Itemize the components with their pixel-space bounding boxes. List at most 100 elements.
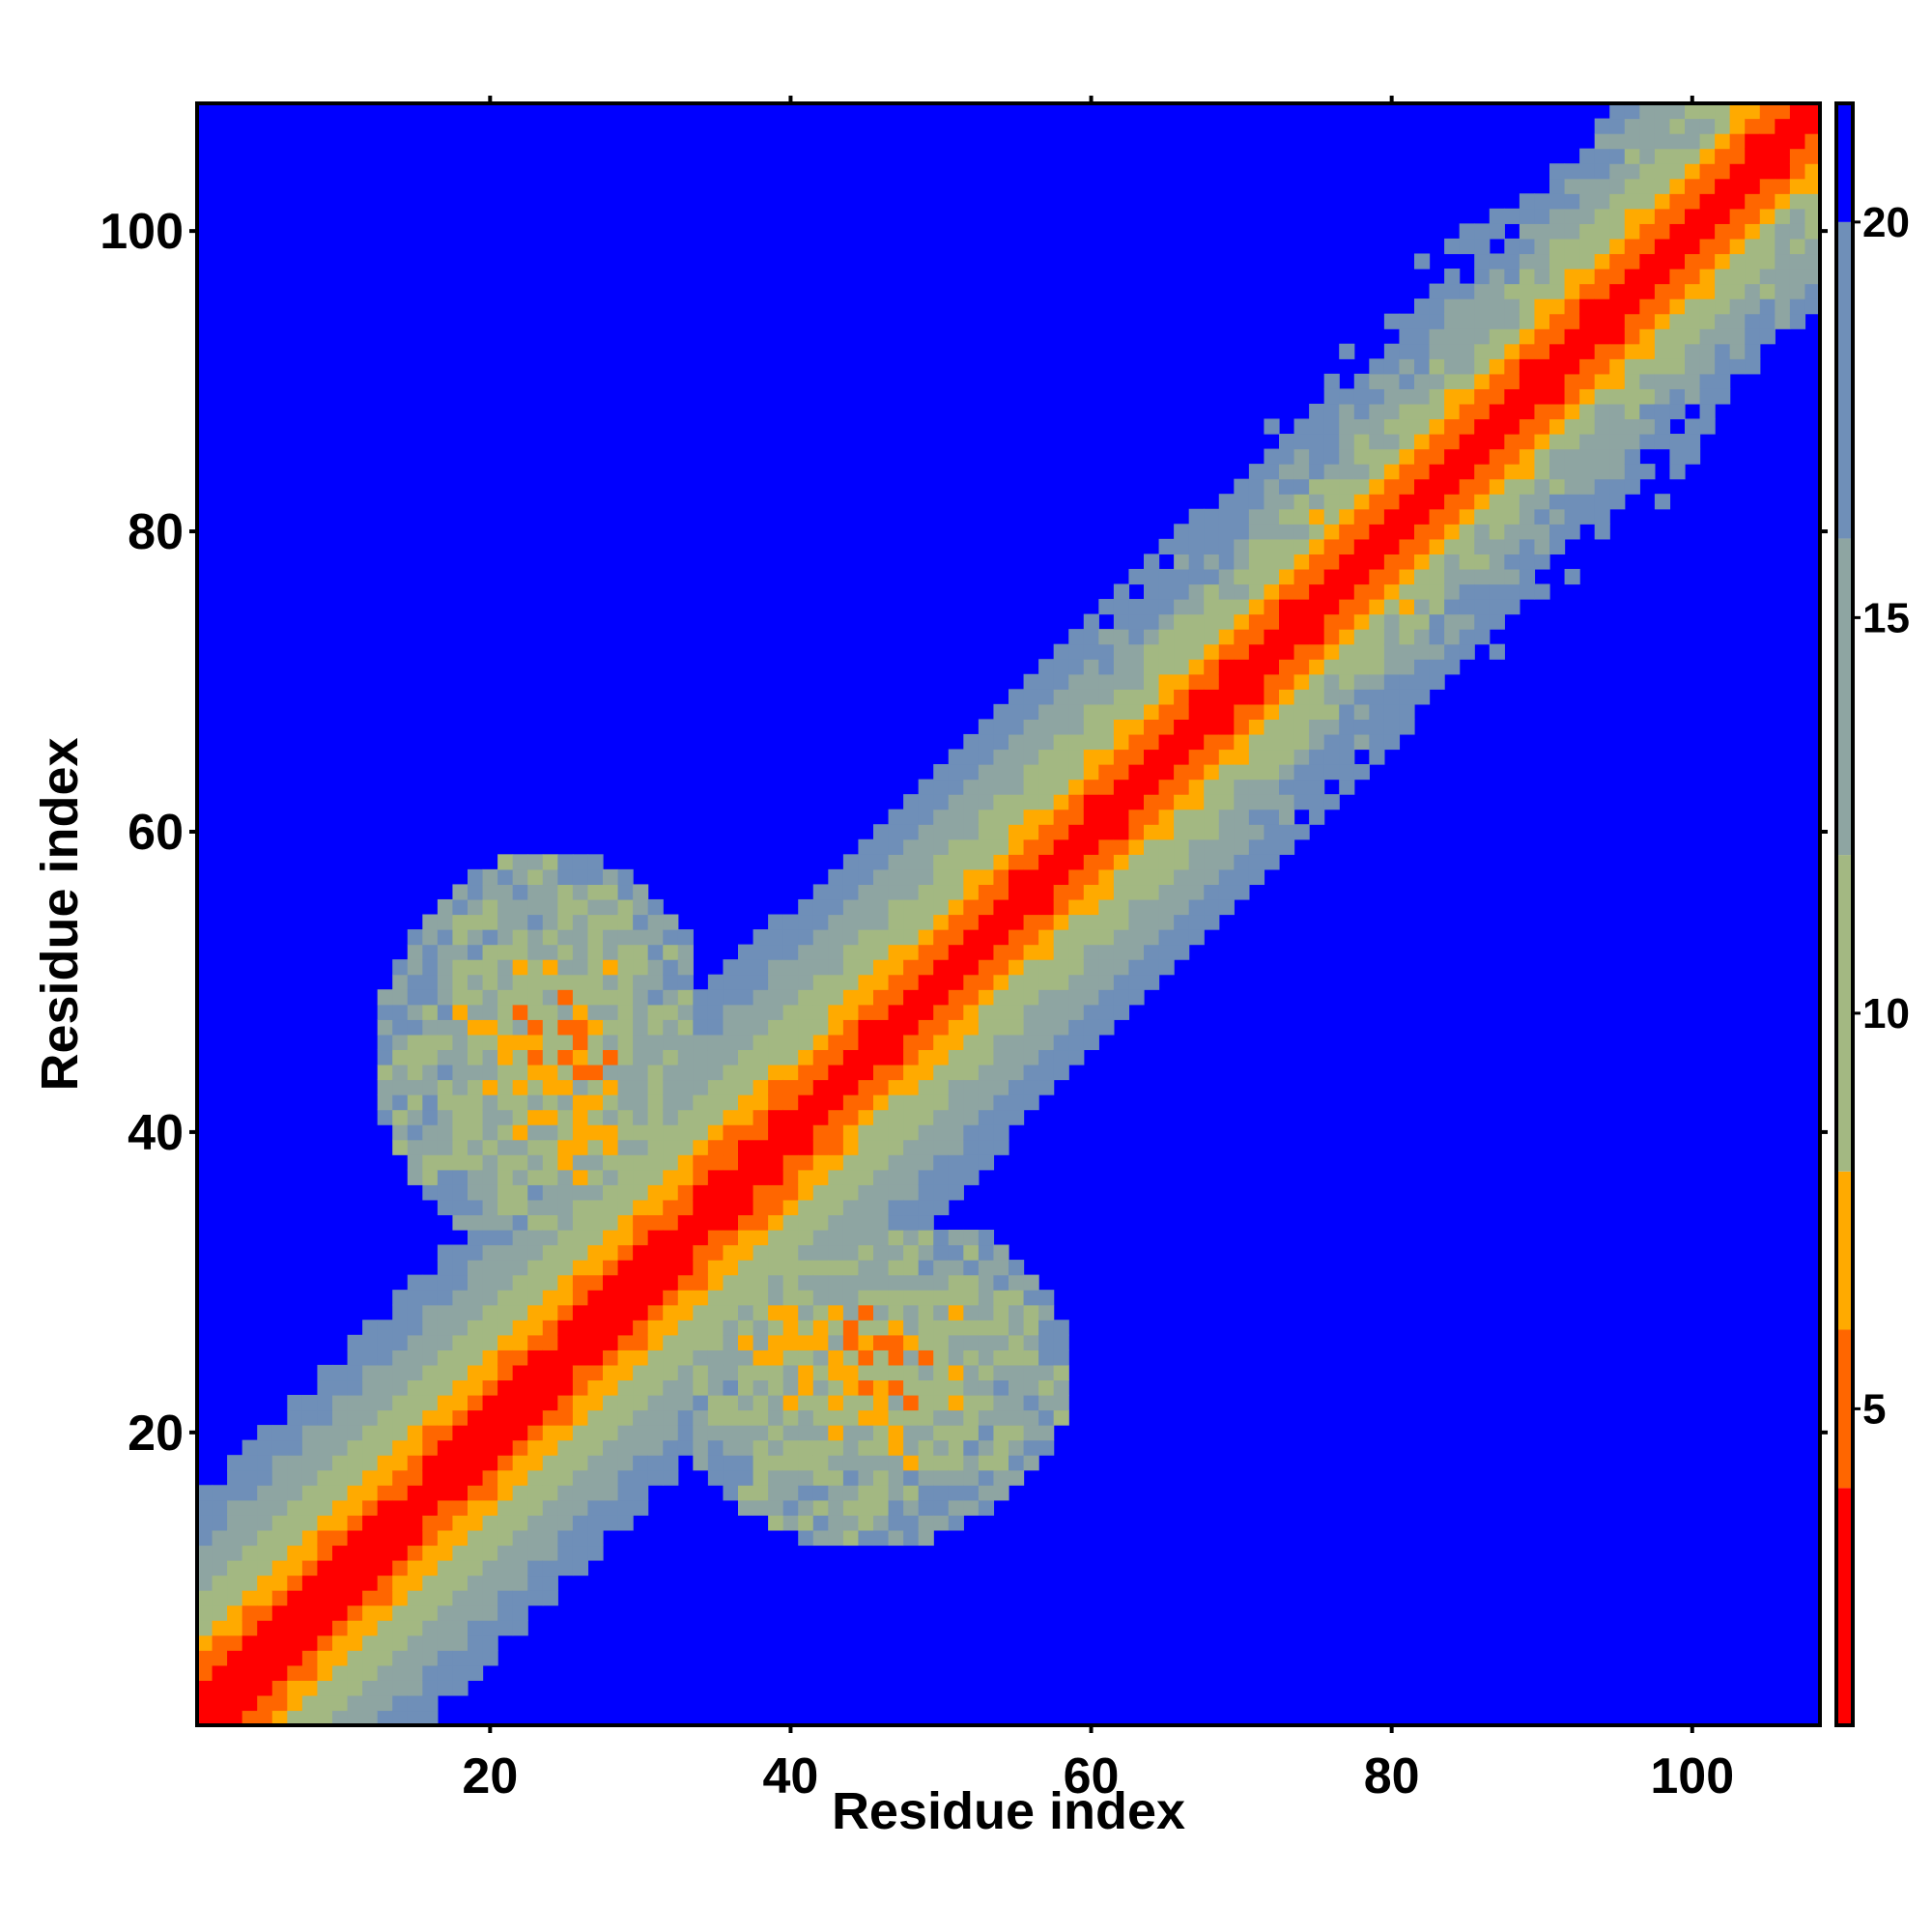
heatmap-cell xyxy=(1264,494,1280,510)
heatmap-cell xyxy=(542,1049,558,1065)
heatmap-cell xyxy=(347,1364,363,1381)
heatmap-cell xyxy=(617,1049,634,1065)
heatmap-cell xyxy=(437,1650,454,1666)
heatmap-cell xyxy=(1549,313,1566,329)
heatmap-cell xyxy=(542,1274,558,1291)
heatmap-cell xyxy=(948,794,964,810)
heatmap-cell xyxy=(768,1260,784,1276)
heatmap-cell xyxy=(603,1394,619,1411)
heatmap-cell xyxy=(1564,298,1580,315)
heatmap-cell xyxy=(1474,478,1491,495)
heatmap-cell xyxy=(888,898,904,916)
heatmap-cell xyxy=(468,1064,484,1081)
heatmap-cell xyxy=(1489,418,1505,435)
heatmap-cell xyxy=(1685,313,1701,329)
heatmap-cell xyxy=(1293,689,1310,705)
heatmap-cell xyxy=(1293,629,1310,645)
heatmap-cell xyxy=(903,824,920,840)
heatmap-cell xyxy=(738,1455,754,1471)
heatmap-cell xyxy=(197,1590,213,1606)
heatmap-cell xyxy=(993,1439,1009,1456)
heatmap-cell xyxy=(828,1049,844,1065)
heatmap-cell xyxy=(362,1350,379,1366)
heatmap-cell xyxy=(1474,388,1491,405)
heatmap-cell xyxy=(1353,613,1370,630)
heatmap-cell xyxy=(542,929,558,946)
heatmap-cell xyxy=(617,1109,634,1125)
heatmap-cell xyxy=(1594,328,1610,345)
heatmap-cell xyxy=(1369,508,1385,525)
heatmap-cell xyxy=(1369,749,1385,765)
heatmap-cell xyxy=(1353,508,1370,525)
heatmap-cell xyxy=(512,854,528,870)
heatmap-cell xyxy=(782,1364,799,1381)
heatmap-cell xyxy=(617,1154,634,1171)
heatmap-cell xyxy=(1534,583,1550,600)
heatmap-cell xyxy=(633,1139,649,1155)
heatmap-cell xyxy=(1654,373,1671,389)
heatmap-cell xyxy=(933,764,950,781)
heatmap-cell xyxy=(1685,253,1701,270)
heatmap-cell xyxy=(948,1274,964,1291)
heatmap-cell xyxy=(978,1094,995,1111)
heatmap-cell xyxy=(812,1260,829,1276)
heatmap-cell xyxy=(1083,944,1099,960)
heatmap-cell xyxy=(301,1590,319,1606)
heatmap-cell xyxy=(663,1154,679,1171)
heatmap-cell xyxy=(437,1664,454,1681)
heatmap-cell xyxy=(768,929,784,946)
heatmap-cell xyxy=(1549,253,1566,270)
heatmap-cell xyxy=(1414,583,1431,600)
heatmap-cell xyxy=(918,1229,934,1246)
heatmap-cell xyxy=(1204,703,1220,720)
heatmap-cell xyxy=(1459,238,1475,255)
heatmap-cell xyxy=(527,1350,544,1366)
heatmap-cell xyxy=(812,1214,829,1231)
heatmap-cell xyxy=(468,1605,484,1621)
heatmap-cell xyxy=(633,1244,649,1261)
heatmap-cell xyxy=(362,1590,379,1606)
heatmap-cell xyxy=(242,1515,258,1531)
heatmap-cell xyxy=(587,959,604,976)
heatmap-cell xyxy=(572,1169,589,1185)
heatmap-cell xyxy=(452,1605,469,1621)
heatmap-cell xyxy=(1113,583,1130,600)
heatmap-cell xyxy=(1204,554,1220,570)
heatmap-cell xyxy=(1128,779,1145,795)
heatmap-cell xyxy=(392,1529,409,1547)
heatmap-cell xyxy=(978,749,995,765)
heatmap-cell xyxy=(603,914,619,930)
heatmap-cell xyxy=(1414,494,1431,510)
heatmap-cell xyxy=(768,1124,784,1141)
heatmap-cell xyxy=(1624,478,1640,495)
heatmap-cell xyxy=(1699,148,1716,164)
heatmap-cell xyxy=(1323,733,1340,751)
heatmap-cell xyxy=(227,1650,243,1666)
heatmap-cell xyxy=(1549,478,1566,495)
heatmap-cell xyxy=(512,1199,528,1216)
heatmap-cell xyxy=(603,1455,619,1471)
heatmap-cell xyxy=(1053,838,1069,855)
heatmap-cell xyxy=(707,1379,724,1396)
heatmap-cell xyxy=(1369,629,1385,645)
x-tick-label: 40 xyxy=(763,1748,819,1804)
heatmap-cell xyxy=(1654,193,1671,210)
heatmap-cell xyxy=(1459,223,1475,240)
heatmap-cell xyxy=(1729,118,1746,134)
heatmap-cell xyxy=(963,1334,980,1350)
heatmap-cell xyxy=(332,1680,349,1696)
heatmap-cell xyxy=(332,1455,349,1471)
heatmap-cell xyxy=(257,1664,273,1681)
heatmap-cell xyxy=(1383,659,1401,675)
heatmap-cell xyxy=(1489,373,1505,389)
heatmap-cell xyxy=(933,1004,950,1020)
heatmap-cell xyxy=(1444,538,1461,554)
heatmap-cell xyxy=(1009,1394,1025,1411)
heatmap-cell xyxy=(1113,599,1130,615)
heatmap-cell xyxy=(1053,779,1069,795)
heatmap-cell xyxy=(948,1469,964,1486)
heatmap-cell xyxy=(1534,253,1550,270)
heatmap-cell xyxy=(1624,253,1640,270)
heatmap-cell xyxy=(1323,494,1340,510)
heatmap-cell xyxy=(497,1169,514,1185)
